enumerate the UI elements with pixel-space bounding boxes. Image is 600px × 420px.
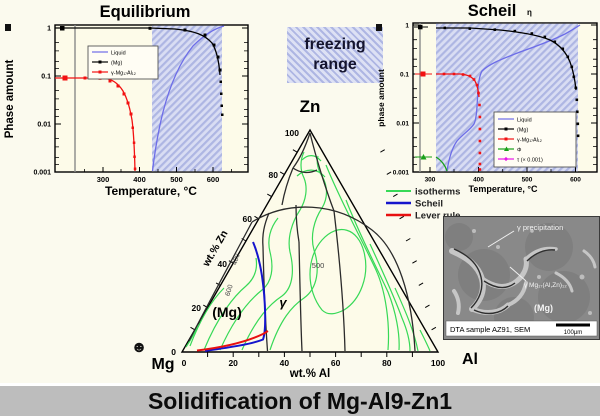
phase-label-mg: (Mg) (212, 304, 242, 320)
legend-lever: Lever rule (415, 211, 460, 222)
gamma-curve (415, 71, 482, 171)
isotherm-label-500: 500 (312, 261, 325, 270)
legend-gamma: γ-Mg₁₇Al₁₂ (517, 138, 542, 144)
annotation-arrow (509, 266, 527, 282)
y-tick-labels: 1 0.1 0.01 0.001 (393, 23, 410, 177)
slide-title: Solidification of Mg-Al9-Zn1 (147, 387, 453, 414)
svg-text:100: 100 (431, 358, 445, 368)
svg-text:400: 400 (133, 175, 146, 184)
svg-text:60: 60 (331, 358, 341, 368)
scheil-xlabel: Temperature, °C (469, 184, 538, 194)
freezing-range-callout: freezing range (287, 27, 383, 83)
svg-text:40: 40 (218, 259, 228, 269)
x-tick-labels: 300 400 500 600 (97, 175, 220, 184)
sem-label-gamma-phase: γ Mg₁₇(Al,Zn)₁₂ (524, 282, 567, 289)
face-icon: ☻ (131, 339, 148, 356)
sem-caption: DTA sample AZ91, SEM (450, 325, 530, 334)
scale-bar (556, 323, 590, 327)
svg-text:80: 80 (382, 358, 392, 368)
svg-text:0.001: 0.001 (33, 170, 51, 177)
scheil-path (204, 241, 267, 352)
mg-curve (414, 24, 580, 138)
ternary-zn-corner: Zn (300, 97, 321, 116)
title-bar: Solidification of Mg-Al9-Zn1 (0, 386, 600, 416)
mg-curve (55, 26, 224, 116)
gamma-curve (55, 75, 137, 172)
isotherm-curves (185, 151, 431, 352)
svg-text:600: 600 (207, 175, 220, 184)
equilibrium-ylabel: Phase amount (4, 60, 16, 139)
stray-marker (376, 24, 382, 31)
svg-text:0: 0 (171, 347, 176, 357)
ternary-legend: isotherms Scheil Lever rule (386, 187, 460, 222)
isotherm-label-600: 600 (224, 284, 234, 297)
phase-label-gamma: γ (279, 295, 287, 310)
legend-liquid: Liquid (517, 118, 532, 124)
svg-text:0.01: 0.01 (396, 121, 409, 128)
scheil-ylabel: phase amount (376, 69, 386, 127)
scheil-legend: Liquid (Mg) γ-Mg₁₇Al₁₂ Φ τ (× 0.001) (493, 111, 577, 168)
svg-text:20: 20 (228, 358, 238, 368)
ternary-diagram: Zn Mg Al 100 80 60 40 20 0 0 20 40 60 80… (131, 97, 478, 380)
bottom-tick-labels: 0 20 40 60 80 100 (182, 358, 446, 368)
sem-cracks (453, 248, 556, 315)
stray-marker (5, 24, 11, 31)
legend-liquid: Liquid (111, 51, 126, 57)
legend-scheil: Scheil (415, 199, 443, 210)
sem-label-mg-phase: (Mg) (534, 303, 553, 313)
legend-tau: τ (× 0.001) (517, 158, 543, 164)
phi-curve (415, 154, 448, 172)
svg-text:20: 20 (192, 303, 202, 313)
svg-text:0.1: 0.1 (400, 72, 409, 79)
svg-text:0: 0 (182, 358, 187, 368)
ternary-mg-corner: Mg (151, 356, 174, 373)
annotation-arrow (487, 230, 515, 248)
scheil-title: Scheil (468, 2, 517, 20)
svg-text:40: 40 (280, 358, 290, 368)
axis-ticks (413, 24, 597, 173)
svg-text:600: 600 (570, 177, 581, 184)
freezing-range-line2: range (313, 56, 357, 73)
legend-isotherms: isotherms (415, 187, 460, 198)
freezing-range-line1: freezing (304, 36, 366, 53)
left-tick-labels: 100 80 60 40 20 0 (171, 128, 299, 357)
sem-label-precipitation: γ precipitation (517, 223, 563, 232)
equilibrium-legend: Liquid (Mg) γ-Mg₁₇Al₁₂ (87, 45, 159, 80)
svg-text:300: 300 (97, 175, 110, 184)
ternary-al-corner: Al (462, 351, 478, 368)
isotherm-label-400: 400 (231, 253, 241, 266)
scheil-plot: Scheil η 1 0.1 0.01 0.001 300 400 500 60… (376, 2, 598, 194)
lever-path (196, 330, 269, 352)
svg-text:1: 1 (405, 23, 409, 30)
svg-text:0.001: 0.001 (393, 170, 410, 177)
legend-gamma: γ-Mg₁₇Al₁₂ (111, 71, 136, 77)
equilibrium-xlabel: Temperature, °C (105, 184, 197, 198)
sem-specks (472, 229, 592, 315)
liquid-curve (151, 25, 225, 172)
scheil-corner-mark: η (527, 8, 532, 17)
svg-text:500: 500 (522, 177, 533, 184)
sem-micrograph: γ precipitation γ Mg₁₇(Al,Zn)₁₂ (Mg) DTA… (443, 216, 600, 340)
svg-text:0.1: 0.1 (41, 74, 51, 81)
svg-text:1: 1 (47, 26, 51, 33)
liquid-curve (446, 24, 581, 172)
svg-text:100: 100 (285, 128, 299, 138)
legend-phi: Φ (517, 148, 522, 154)
freezing-range-band (152, 25, 222, 172)
scale-label: 100μm (564, 330, 582, 336)
legend-mg: (Mg) (111, 61, 122, 67)
svg-text:500: 500 (170, 175, 183, 184)
y-tick-labels: 1 0.1 0.01 0.001 (33, 26, 51, 177)
svg-text:400: 400 (473, 177, 484, 184)
svg-text:300: 300 (425, 177, 436, 184)
ternary-bottom-axis-label: wt.% Al (289, 368, 330, 380)
svg-text:80: 80 (269, 170, 279, 180)
legend-mg: (Mg) (517, 128, 528, 134)
equilibrium-title: Equilibrium (100, 3, 191, 21)
svg-text:0.01: 0.01 (37, 122, 51, 129)
equilibrium-plot: Equilibrium 1 0.1 0.01 0.001 300 400 500… (4, 3, 249, 198)
svg-text:60: 60 (243, 214, 253, 224)
x-tick-labels: 300 400 500 600 (425, 177, 582, 184)
